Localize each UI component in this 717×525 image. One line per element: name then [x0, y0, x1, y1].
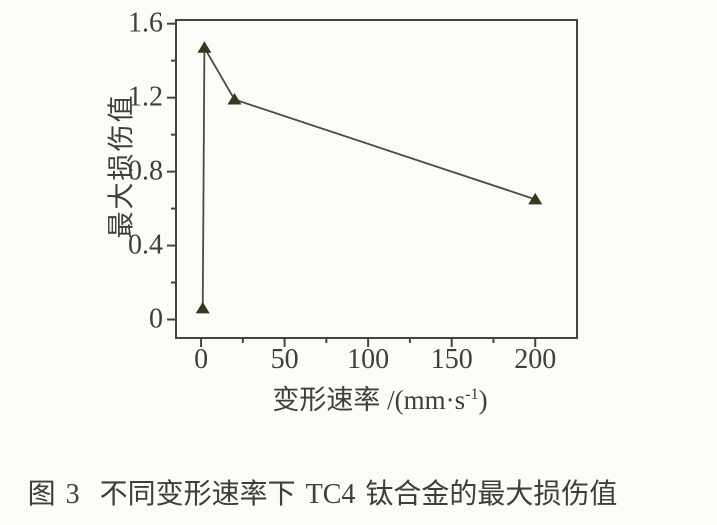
y-tick-label: 0 [149, 302, 163, 334]
y-tick-label: 0.4 [128, 228, 163, 260]
y-tick-label: 1.6 [128, 7, 163, 39]
x-tick-label: 50 [270, 344, 299, 375]
data-point-marker [195, 301, 210, 314]
data-line [201, 44, 536, 309]
y-axis-title: 最大损伤值 [106, 93, 137, 239]
y-tick-label: 0.8 [128, 154, 163, 186]
x-axis-title: 变形速率 /(mm·s-1) [272, 378, 487, 417]
damage-value-chart [167, 19, 578, 347]
y-tick-label: 1.2 [128, 81, 163, 113]
x-tick-label: 100 [347, 344, 390, 375]
x-tick-label: 150 [430, 344, 473, 375]
data-point-marker [528, 192, 543, 205]
x-tick-label: 0 [194, 344, 209, 375]
data-point-marker [197, 41, 212, 53]
x-tick-label: 200 [514, 344, 557, 375]
x-axis-unit-superscript: -1 [465, 385, 479, 403]
plot-frame [175, 19, 578, 339]
data-point-marker [227, 93, 242, 105]
x-axis-title-close: ) [478, 385, 488, 415]
x-axis-title-text: 变形速率 /(mm·s [272, 385, 466, 415]
caption-chinese: 图 3 不同变形速率下 TC4 钛合金的最大损伤值 [27, 479, 618, 510]
figure-caption: 图 3 不同变形速率下 TC4 钛合金的最大损伤值 Fig.3 Maximum … [0, 410, 645, 525]
